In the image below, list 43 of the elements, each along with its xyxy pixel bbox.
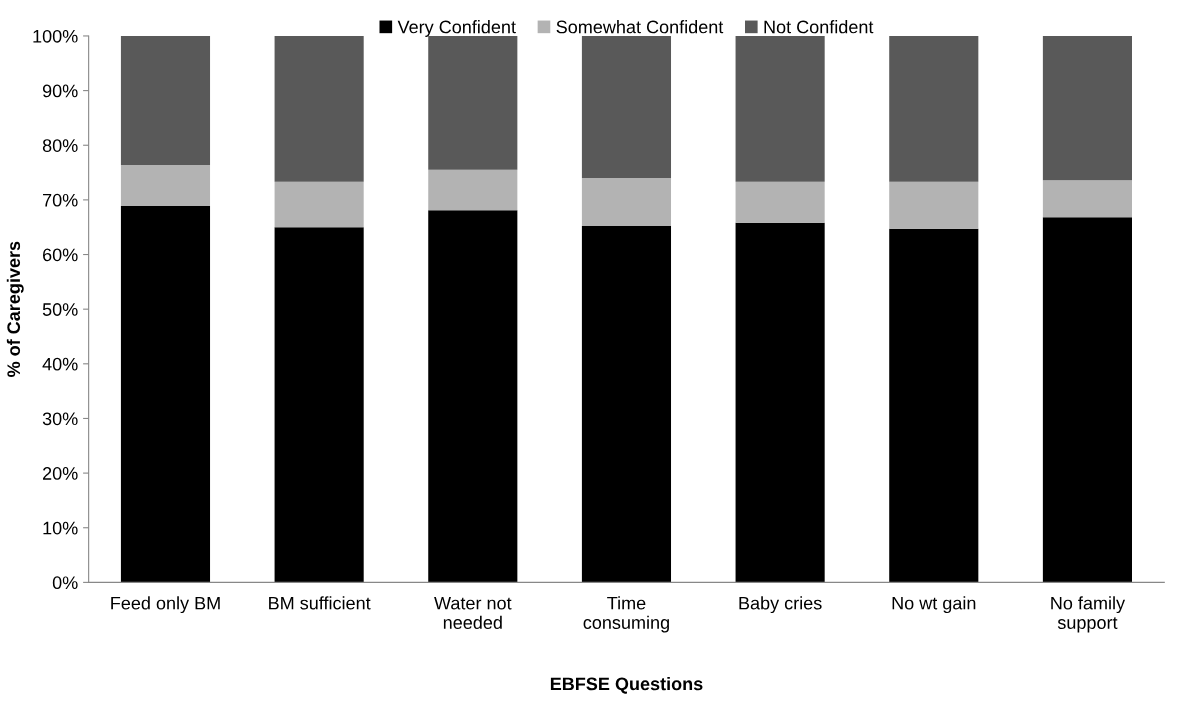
y-tick-label: 80% — [42, 139, 78, 152]
y-tick-label: 20% — [43, 467, 78, 480]
bar — [274, 181, 364, 228]
bar — [120, 164, 211, 206]
y-tick-label: 50% — [42, 303, 78, 316]
y-tick-label: 90% — [42, 84, 78, 98]
y-tick-label: 30% — [42, 412, 78, 426]
x-tick-label: No wt gain — [892, 596, 976, 614]
y-tick-label: 100% — [33, 29, 78, 43]
x-tick-label: Time consuming — [583, 596, 669, 633]
bar — [581, 35, 672, 179]
x-tick-label: No family support — [1051, 596, 1126, 633]
bar — [889, 181, 979, 229]
x-axis-title: EBFSE Questions — [550, 677, 703, 694]
bar — [274, 227, 364, 583]
bar — [428, 169, 518, 211]
y-axis-title: % of Caregivers — [6, 241, 24, 377]
legend-label: Not Confident — [764, 20, 874, 34]
bar — [428, 35, 518, 170]
bar — [1042, 217, 1132, 583]
bar — [1042, 180, 1132, 218]
bar — [735, 181, 825, 223]
x-tick-label: Baby cries — [739, 596, 822, 614]
x-tick-label: BM sufficient — [269, 596, 371, 610]
legend-label: Somewhat Confident — [556, 20, 724, 34]
x-tick-label: Water not needed — [434, 596, 512, 629]
y-tick-label: 10% — [43, 521, 78, 535]
bar — [581, 226, 672, 583]
bar — [120, 205, 211, 583]
y-tick-label: 40% — [42, 357, 78, 371]
bar — [274, 35, 364, 182]
y-tick-label: 70% — [43, 193, 78, 207]
bar — [889, 228, 979, 583]
bar — [581, 178, 672, 227]
y-tick-label: 0% — [52, 576, 78, 590]
legend-label: Very Confident — [397, 20, 516, 37]
bar — [889, 35, 979, 182]
y-tick-label: 60% — [43, 248, 78, 262]
bar — [735, 222, 825, 583]
bar — [1042, 35, 1132, 181]
bar — [428, 210, 518, 583]
bar — [120, 35, 211, 165]
x-tick-label: Feed only BM — [111, 596, 220, 614]
